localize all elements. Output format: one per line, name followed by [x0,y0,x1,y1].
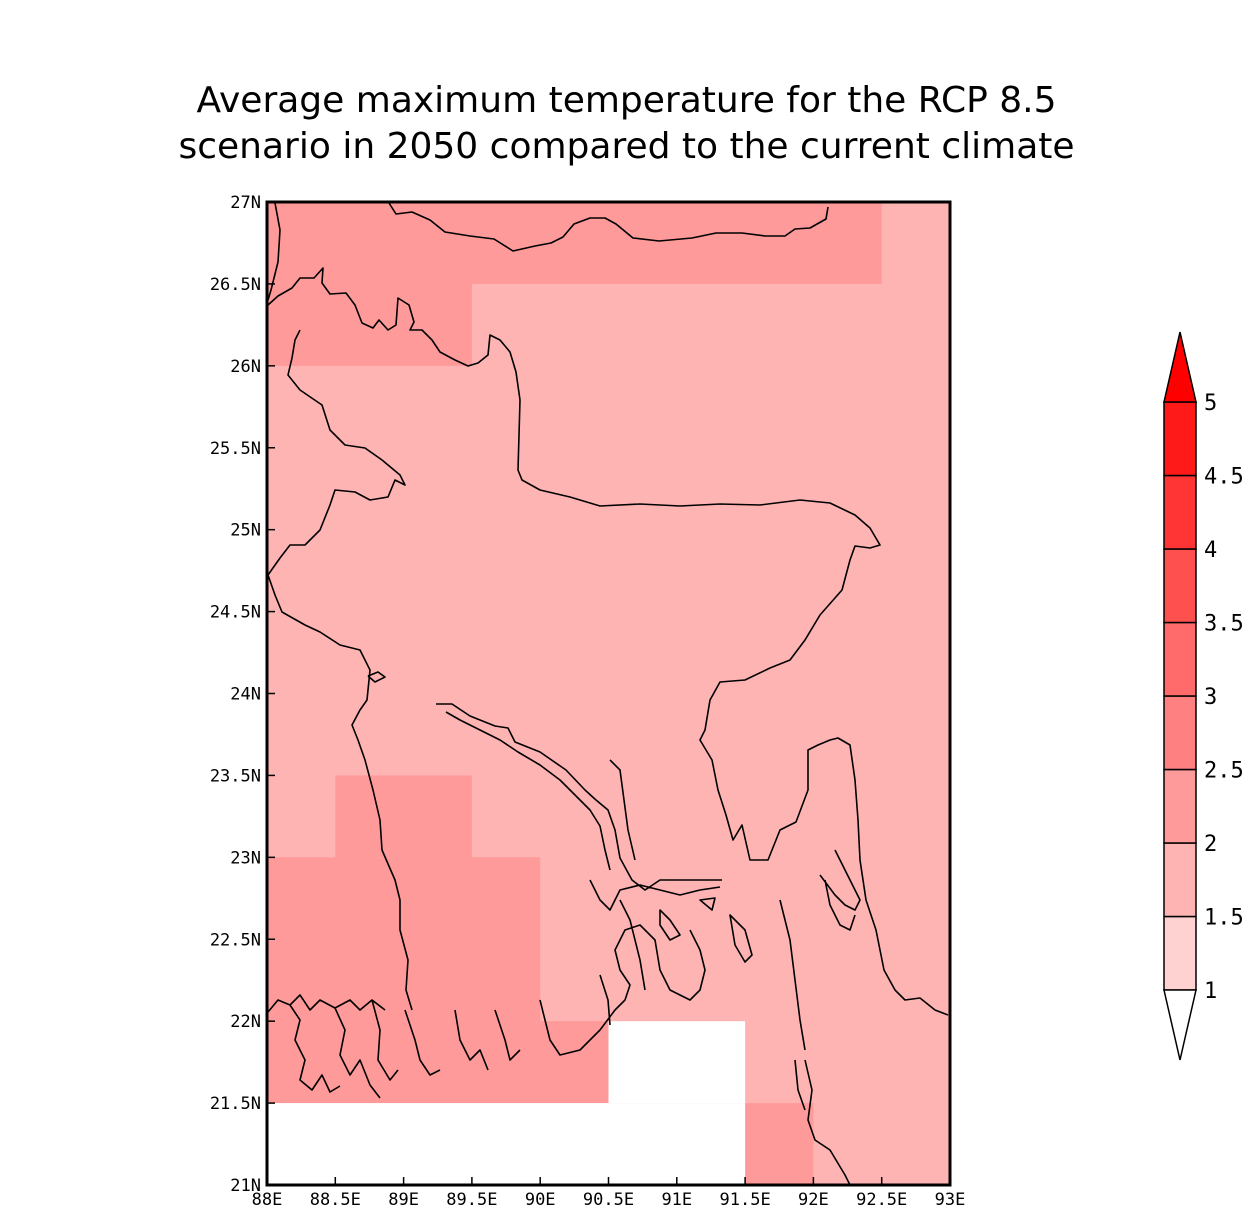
cell-region-7 [267,1103,746,1185]
colorbar-under-triangle [1163,989,1197,1061]
country-border [267,202,949,1185]
grid-cells-layer [267,202,950,1185]
cell-region-2 [335,775,472,858]
colorbar-segment-6 [1163,474,1197,550]
colorbar-label: 4.5 [1204,465,1244,490]
colorbar-label: 3.5 [1204,612,1244,637]
colorbar-over-triangle [1163,331,1197,403]
x-tick-label: 91.5E [720,1190,771,1210]
x-tick-label: 92.5E [856,1190,907,1210]
y-tick-label: 24N [230,685,261,705]
colorbar-label: 3 [1204,685,1217,710]
y-tick-label: 24.5N [210,603,261,623]
y-tick-label: 25.5N [210,439,261,459]
colorbar-segment-1 [1163,842,1197,918]
colorbar-label: 5 [1204,391,1217,416]
colorbar-label: 2.5 [1204,759,1244,784]
x-tick-label: 88E [252,1190,283,1210]
map-title-line1: Average maximum temperature for the RCP … [196,80,1057,121]
x-tick-label: 89E [388,1190,419,1210]
colorbar-segment-7 [1163,401,1197,477]
cell-region-4 [267,1021,609,1104]
cell-region-6 [608,1021,746,1104]
y-tick-label: 23N [230,848,261,868]
colorbar-label: 1 [1204,979,1217,1004]
x-tick-label: 90.5E [583,1190,634,1210]
cell-region-0 [267,283,472,366]
colorbar-segment-2 [1163,768,1197,844]
colorbar-label: 4 [1204,538,1217,563]
colorbar-segment-5 [1163,548,1197,624]
x-tick-label: 88.5E [310,1190,361,1210]
colorbar-segment-0 [1163,915,1197,991]
x-tick-label: 93E [935,1190,966,1210]
x-tick-label: 92E [798,1190,829,1210]
colorbar-segment-3 [1163,695,1197,771]
x-tick-label: 91E [661,1190,692,1210]
y-axis: 21N 21.5N 22N 22.5N 23N 23.5N 24N 24.5N 25N 25.5N… [210,193,275,1196]
y-tick-label: 22.5N [210,930,261,950]
colorbar-legend: 1 1.5 2 2.5 3 3.5 4 4.5 5 [1163,331,1244,1061]
x-tick-label: 90E [525,1190,556,1210]
colorbar-segment-4 [1163,621,1197,697]
map-title-line2: scenario in 2050 compared to the current… [178,126,1075,167]
y-tick-label: 26.5N [210,275,261,295]
y-tick-label: 27N [230,193,261,213]
cell-region-5 [745,1103,814,1185]
cell-region-3 [267,857,541,1022]
cell-region-1 [267,202,882,284]
colorbar-label: 1.5 [1204,906,1244,931]
y-tick-label: 21N [230,1176,261,1196]
y-tick-label: 23.5N [210,766,261,786]
y-tick-label: 26N [230,357,261,377]
y-tick-label: 25N [230,521,261,541]
map-title: Average maximum temperature for the RCP … [0,78,1253,170]
coastline-layer [267,202,949,1185]
colorbar-label: 2 [1204,832,1217,857]
x-tick-label: 89.5E [446,1190,497,1210]
y-tick-label: 22N [230,1012,261,1032]
y-tick-label: 21.5N [210,1094,261,1114]
x-axis: 88E 88.5E 89E 89.5E 90E 90.5E 91E 91.5E 92E 92.5E… [252,1177,966,1210]
